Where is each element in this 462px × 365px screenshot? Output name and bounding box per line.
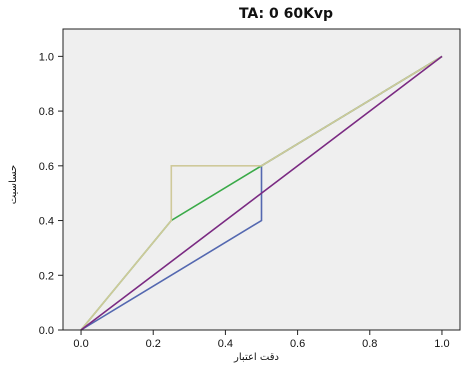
x-tick-label: 0.0 [73, 338, 88, 350]
chart-title: TA: 0 60Kvp [238, 6, 334, 22]
y-tick-label: 0.0 [39, 325, 54, 337]
x-tick-label: 0.2 [146, 338, 161, 350]
y-tick-label: 0.6 [39, 161, 54, 173]
series-line-3 [80, 55, 443, 331]
y-tick-label: 0.8 [39, 106, 54, 118]
y-tick-label: 0.4 [39, 216, 54, 228]
x-tick-label: 1.0 [434, 338, 449, 350]
series-line-4 [80, 55, 443, 331]
x-tick-label: 0.8 [362, 338, 377, 350]
y-axis-label: حساسیت [8, 165, 19, 204]
y-tick-label: 0.2 [39, 270, 54, 282]
series-layer [80, 55, 443, 331]
axes-layer: 0.0 0.2 0.4 0.6 0.8 1.0 0.0 0.2 0.4 0.6 0.8 1.0 [39, 29, 460, 350]
x-tick-label: 0.4 [218, 338, 233, 350]
x-tick-label: 0.6 [290, 338, 305, 350]
y-tick-label: 1.0 [39, 51, 54, 63]
x-axis-label: دقت اعتبار [233, 352, 279, 363]
